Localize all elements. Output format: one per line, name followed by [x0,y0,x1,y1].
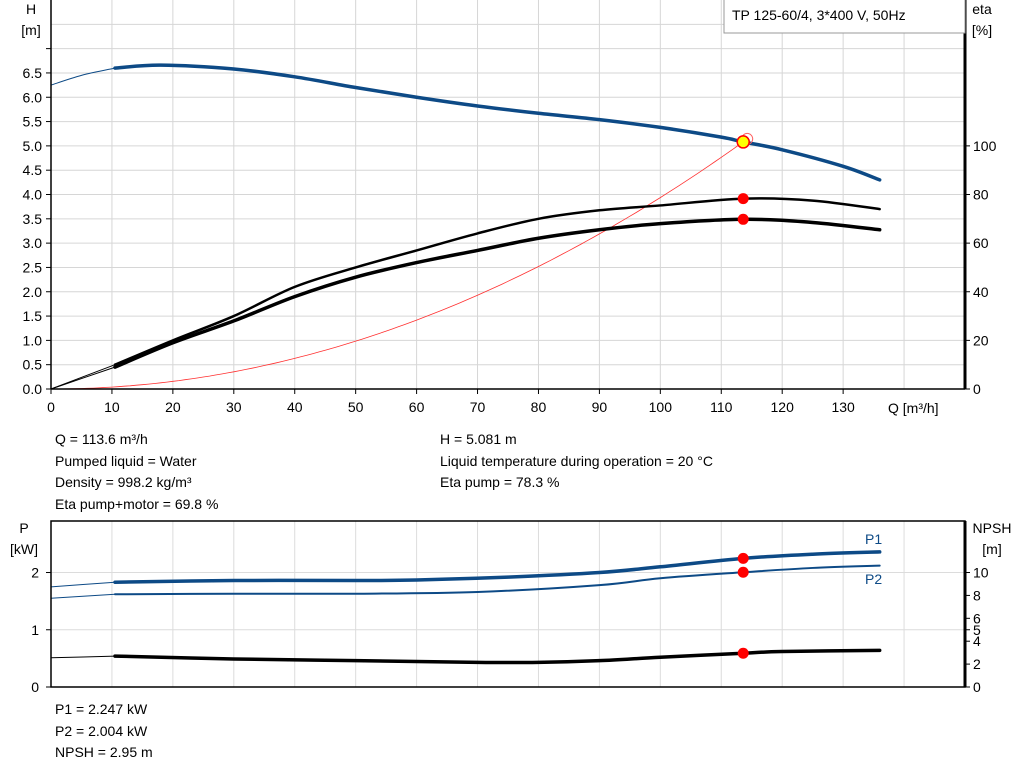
eta-pump-motor-marker [737,213,749,225]
h-tick-label: 3.0 [23,235,43,251]
h-tick-label: 6.5 [23,65,43,81]
npsh-tick-label: 5 [973,622,981,638]
h-tick-label: 5.5 [23,114,43,130]
p1-marker [737,552,749,564]
eta-pump-motor-line [113,217,882,369]
eta-tick-label: 0 [973,381,981,397]
p1-extrapolated-line [50,581,116,588]
x-tick-label: 130 [831,399,855,415]
npsh-tick-label: 6 [973,610,981,626]
head-line [113,63,882,182]
x-tick-label: 0 [47,399,55,415]
h-tick-label: 1.0 [23,332,43,348]
p1-curve-label: P1 [865,531,882,547]
x-tick-label: 20 [165,399,181,415]
eta-pump-motor-readout: Eta pump+motor = 69.8 % [55,496,219,512]
p-tick-label: 2 [31,565,39,581]
npsh-tick-label: 10 [973,565,989,581]
npsh-tick-label: 0 [973,679,981,695]
p-axis-unit: [kW] [10,541,38,557]
h-tick-label: 1.5 [23,308,43,324]
p1-readout: P1 = 2.247 kW [55,701,148,717]
p-tick-label: 1 [31,622,39,638]
title-box [723,0,966,34]
p-axis-label: P [19,520,28,536]
h-tick-label: 4.0 [23,187,43,203]
npsh-tick-label: 2 [973,656,981,672]
h-axis-label: H [26,1,36,17]
npsh-tick-label: 4 [973,633,981,649]
h-tick-label: 5.0 [23,138,43,154]
x-tick-label: 80 [531,399,547,415]
x-tick-label: 50 [348,399,364,415]
p1-line [113,550,882,584]
h-tick-label: 2.5 [23,259,43,275]
eta-tick-label: 20 [973,332,989,348]
x-tick-label: 110 [710,399,733,415]
flow-readout: Q = 113.6 m³/h [55,431,148,447]
temperature-readout: Liquid temperature during operation = 20… [440,453,713,469]
h-tick-label: 0.0 [23,381,43,397]
eta-tick-label: 40 [973,284,989,300]
npsh-marker [737,647,749,659]
x-tick-label: 30 [226,399,242,415]
h-tick-label: 4.5 [23,162,43,178]
chart-title: TP 125-60/4, 3*400 V, 50Hz [732,7,906,23]
eta-tick-label: 100 [973,138,997,154]
x-tick-label: 90 [592,399,608,415]
head-readout: H = 5.081 m [440,431,517,447]
eta-pump-marker [737,193,749,205]
power-curves [50,550,882,665]
npsh-axis-label: NPSH [973,520,1012,536]
eta-pump-line [113,197,881,366]
axes: 0 10 20 30 40 50 60 70 80 90 100 110 120 1300.00.51.0… [23,0,997,695]
x-tick-label: 60 [409,399,425,415]
x-tick-label: 10 [104,399,120,415]
h-axis-unit: [m] [21,22,40,38]
h-tick-label: 3.5 [23,211,43,227]
q-axis-label: Q [m³/h] [888,400,939,416]
h-tick-label: 2.0 [23,284,43,300]
p2-readout: P2 = 2.004 kW [55,723,148,739]
p2-curve-label: P2 [865,571,882,587]
npsh-readout: NPSH = 2.95 m [55,744,153,760]
operating-point-marker [736,135,750,149]
liquid-readout: Pumped liquid = Water [55,453,197,469]
npsh-tick-label: 8 [973,587,981,603]
p2-line [113,564,881,596]
p2-extrapolated-line [50,593,116,599]
eta-axis-unit: [%] [972,22,992,38]
h-tick-label: 0.5 [23,357,43,373]
eta-tick-label: 60 [973,235,989,251]
npsh-axis-unit: [m] [982,541,1001,557]
p2-marker [737,566,749,578]
p-tick-label: 0 [31,679,39,695]
h-tick-label: 6.0 [23,89,43,105]
x-tick-label: 120 [771,399,795,415]
x-tick-label: 100 [649,399,673,415]
eta-pump-readout: Eta pump = 78.3 % [440,474,560,490]
density-readout: Density = 998.2 kg/m³ [55,474,192,490]
eta-pump-motor-extrapolated-line [50,366,116,390]
head-extrapolated-line [50,67,116,86]
npsh-extrapolated-line [50,655,115,659]
system-curve-line [51,139,746,390]
x-tick-label: 40 [287,399,303,415]
eta-tick-label: 80 [973,187,989,203]
curves [50,63,882,390]
grid [51,0,966,389]
npsh-line [113,648,882,665]
eta-axis-label: eta [972,1,992,17]
x-tick-label: 70 [470,399,486,415]
